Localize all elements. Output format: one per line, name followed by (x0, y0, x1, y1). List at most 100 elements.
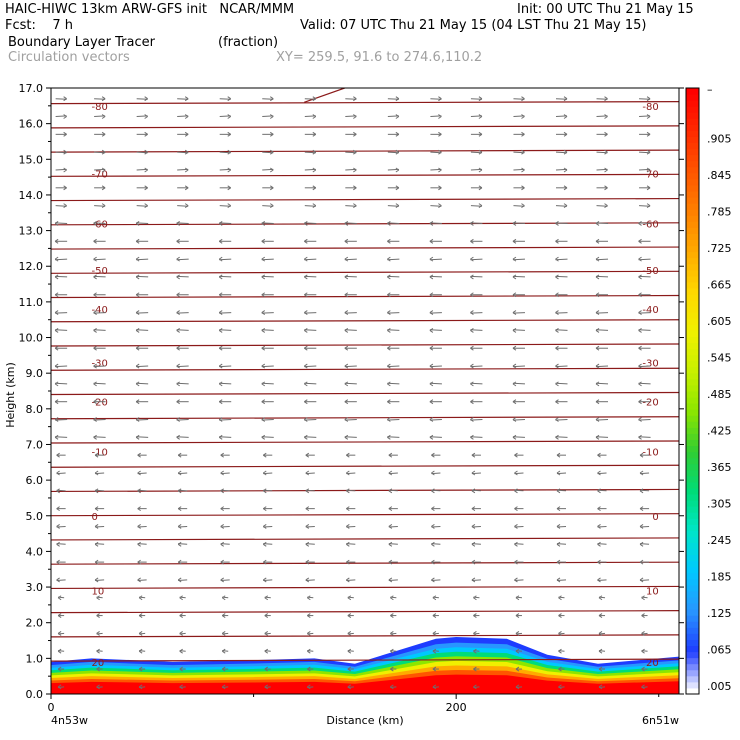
colorbar-label: .305 (707, 497, 732, 510)
wind-vector-head (137, 524, 141, 529)
wind-vector-head (429, 274, 434, 280)
isotherm-label-right: -20 (642, 398, 658, 409)
wind-vector (512, 222, 525, 224)
wind-vector (512, 365, 525, 368)
colorbar-segment (686, 451, 699, 459)
colorbar-segment (686, 160, 699, 168)
wind-vector-head (432, 613, 437, 618)
wind-vector (176, 275, 189, 278)
wind-vector (470, 329, 483, 331)
wind-vector-head (514, 506, 518, 512)
colorbar-segment (686, 372, 699, 380)
wind-vector-head (344, 399, 349, 405)
wind-vector-head (304, 292, 308, 298)
wind-vector (638, 329, 651, 331)
vector-field-name: Circulation vectors (8, 50, 130, 65)
wind-vector-head (101, 203, 106, 209)
wind-vector-head (471, 452, 476, 458)
wind-vector-head (269, 149, 274, 155)
colorbar-segment (686, 651, 699, 659)
colorbar-segment (686, 336, 699, 344)
wind-vector (344, 275, 357, 278)
wind-vector (512, 258, 525, 261)
wind-vector (176, 382, 189, 385)
colorbar-segment (686, 633, 699, 640)
wind-vector-head (312, 203, 317, 209)
colorbar-segment (686, 106, 699, 113)
wind-vector-head (179, 684, 183, 690)
wind-vector-head (515, 666, 520, 672)
wind-vector (555, 275, 568, 278)
wind-vector (55, 365, 68, 368)
isotherm-line (51, 585, 679, 590)
y-tick-label: 13.0 (19, 225, 44, 238)
wind-vector-head (54, 327, 59, 333)
colorbar-segment (686, 524, 699, 531)
wind-vector-head (346, 541, 350, 547)
wind-vector (387, 258, 400, 261)
colorbar-segment (686, 287, 699, 295)
colorbar-segment (686, 572, 699, 580)
wind-vector (262, 98, 274, 100)
wind-vector-head (221, 684, 226, 690)
y-tick-label: 6.0 (26, 474, 44, 487)
wind-vector-head (558, 595, 562, 601)
wind-vector (219, 115, 231, 118)
wind-vector (345, 205, 357, 207)
wind-vector (639, 115, 651, 118)
wind-vector-head (595, 274, 600, 280)
wind-vector-head (264, 684, 269, 690)
wind-vector-head (597, 577, 601, 583)
field-units: (fraction) (218, 35, 279, 50)
wind-vector-head (429, 310, 434, 315)
wind-vector-head (514, 488, 518, 494)
wind-vector-head (595, 256, 600, 262)
colorbar-label: .725 (707, 242, 732, 255)
wind-vector-head (269, 96, 274, 102)
wind-vector-head (473, 648, 477, 654)
wind-vector (512, 419, 525, 421)
wind-vector-head (56, 559, 60, 565)
wind-vector-head (388, 524, 393, 529)
wind-vector (136, 168, 148, 171)
colorbar-segment (686, 518, 699, 525)
wind-vector-head (353, 149, 357, 155)
wind-vector-head (515, 684, 520, 690)
wind-vector (304, 98, 316, 100)
wind-vector-head (556, 559, 561, 565)
wind-vector-head (641, 613, 645, 618)
colorbar-segment (686, 197, 699, 204)
wind-vector-head (221, 595, 226, 601)
colorbar-segment (686, 609, 699, 616)
colorbar-segment (686, 415, 699, 422)
wind-vector-head (177, 452, 182, 458)
wind-vector-head (218, 221, 223, 226)
colorbar-segment (686, 209, 699, 216)
isotherm-line (51, 343, 679, 347)
colorbar-segment (686, 500, 699, 507)
wind-vector-head (387, 310, 391, 315)
isotherm-line (51, 173, 679, 177)
wind-vector-head (63, 185, 67, 191)
wind-vector-head (388, 541, 393, 547)
isotherm-line (51, 513, 679, 517)
wind-vector-head (176, 345, 180, 351)
wind-vector-head (305, 470, 310, 476)
wind-vector (136, 382, 149, 385)
isotherm-label-right: 10 (646, 587, 659, 598)
wind-vector (177, 98, 189, 100)
wind-vector-head (512, 310, 517, 315)
wind-vector (261, 312, 274, 314)
wind-vector-head (135, 221, 140, 226)
wind-vector (555, 312, 568, 314)
wind-vector (93, 222, 106, 224)
wind-vector-head (604, 96, 608, 102)
wind-vector (55, 98, 67, 100)
colorbar-segment (686, 330, 699, 337)
wind-vector (555, 258, 568, 261)
wind-vector-head (56, 524, 60, 529)
wind-vector-head (556, 488, 561, 494)
wind-vector-head (558, 613, 562, 618)
wind-vector-head (555, 381, 559, 387)
wind-vector-head (595, 292, 600, 298)
